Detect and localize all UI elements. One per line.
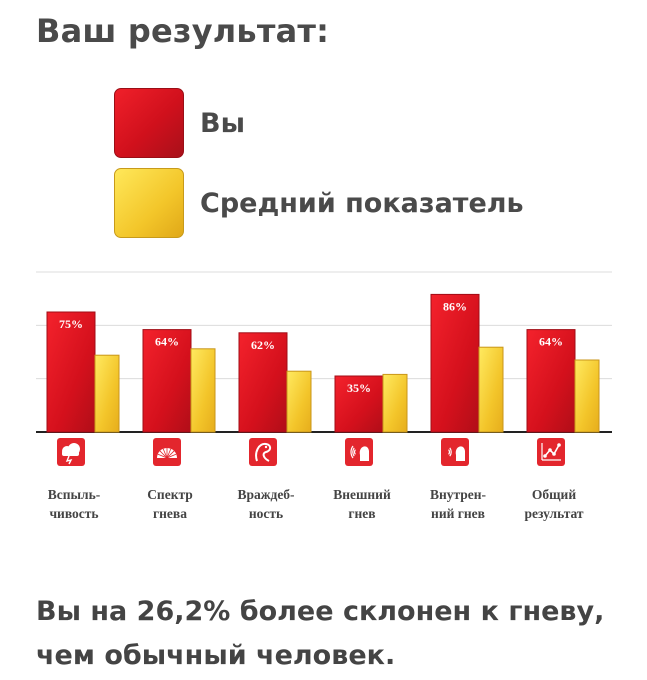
category-label: результат (524, 506, 583, 521)
conclusion-text: Вы на 26,2% более склонен к гневу, чем о… (36, 596, 605, 671)
category-label: Общий (532, 487, 576, 502)
icon-part (166, 450, 175, 459)
page-title: Ваш результат: (36, 12, 330, 50)
icon-part (354, 449, 356, 455)
legend-item-average: Средний показатель (114, 168, 524, 238)
storm-cloud-icon (57, 438, 85, 466)
bar-average (286, 370, 312, 433)
icon-part (166, 448, 172, 459)
bar-value-label: 62% (251, 338, 275, 352)
icon-part (448, 449, 450, 455)
bar-average (190, 348, 216, 433)
legend: Вы Средний показатель (114, 88, 524, 248)
icon-part (350, 445, 354, 459)
bar-value-label: 64% (155, 335, 179, 349)
category-label: Внешний (333, 487, 391, 502)
legend-swatch-average (114, 168, 184, 238)
bar-average (382, 373, 408, 433)
category-label: ность (249, 506, 283, 521)
icon-part (359, 446, 369, 461)
bar-average (574, 359, 600, 433)
shouting-head-icon (345, 438, 373, 466)
legend-label-average: Средний показатель (200, 187, 524, 219)
icon-part (65, 455, 73, 465)
legend-item-you: Вы (114, 88, 524, 158)
icon-tile (249, 438, 277, 466)
dragon-icon (249, 438, 277, 466)
legend-label-you: Вы (200, 107, 245, 139)
icon-part (557, 443, 561, 447)
icon-part (455, 446, 465, 461)
icon-part (264, 445, 268, 449)
icon-part (543, 454, 547, 458)
bar-you (334, 375, 384, 433)
bar-you (430, 293, 480, 433)
bar-average (94, 354, 120, 433)
gauge-icon (153, 438, 181, 466)
category-label: гнева (153, 506, 187, 521)
category-label: Внутрен- (430, 487, 486, 502)
inner-voice-head-icon (441, 438, 469, 466)
icon-part (544, 444, 560, 457)
bar-you (46, 311, 96, 433)
bar-you (142, 329, 192, 433)
bar-average (478, 346, 504, 433)
icon-part (162, 448, 168, 459)
bar-you (238, 332, 288, 433)
bar-chart: 75% Вспыль-чивость 64% Спектр гнева 62% Вражде… (36, 271, 612, 521)
bar-value-label: 64% (539, 335, 563, 349)
category-label: Враждеб- (237, 487, 294, 502)
category-label: Вспыль- (48, 487, 101, 502)
icon-part (548, 448, 552, 452)
legend-swatch-you (114, 88, 184, 158)
line-chart-icon (537, 438, 565, 466)
bar-you (526, 329, 576, 433)
category-label: гнев (348, 506, 375, 521)
icon-part (159, 450, 168, 459)
icon-part (352, 447, 355, 457)
icon-part (552, 452, 556, 456)
icon-part (62, 451, 79, 456)
category-label: чивость (49, 506, 98, 521)
category-label: Спектр (147, 487, 193, 502)
bar-value-label: 75% (59, 317, 83, 331)
bar-value-label: 35% (347, 381, 371, 395)
bar-value-label: 86% (443, 299, 467, 313)
icon-part (166, 453, 177, 459)
icon-part (157, 453, 168, 459)
icon-part (255, 442, 272, 462)
icon-part (449, 447, 452, 457)
category-label: ний гнев (431, 506, 485, 521)
